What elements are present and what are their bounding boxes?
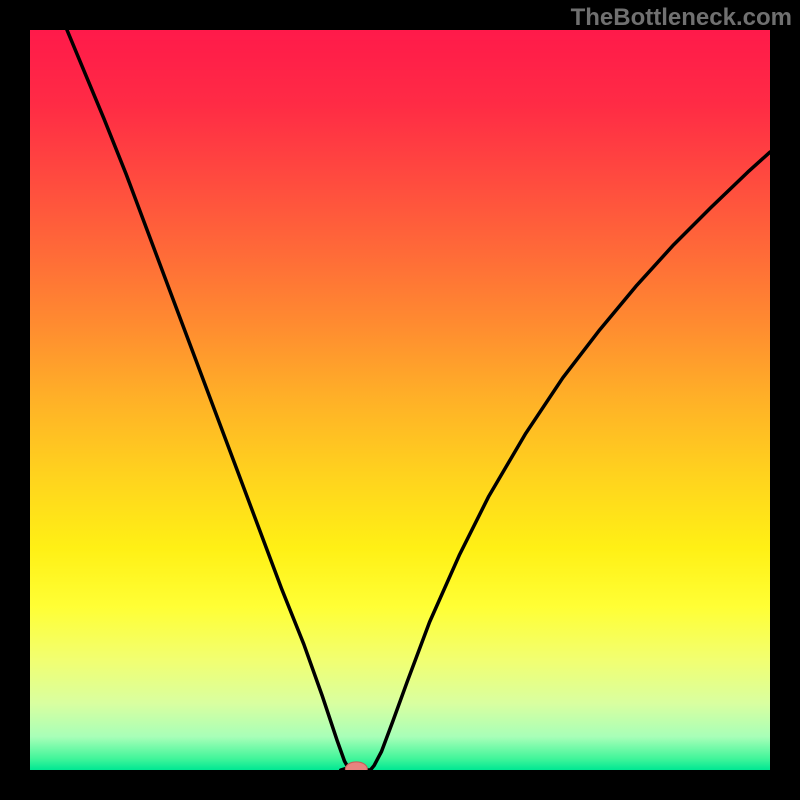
gradient-background	[30, 30, 770, 770]
plot-area	[30, 30, 770, 770]
watermark-text: TheBottleneck.com	[571, 4, 792, 32]
chart-canvas: TheBottleneck.com	[0, 0, 800, 800]
plot-svg	[30, 30, 770, 770]
